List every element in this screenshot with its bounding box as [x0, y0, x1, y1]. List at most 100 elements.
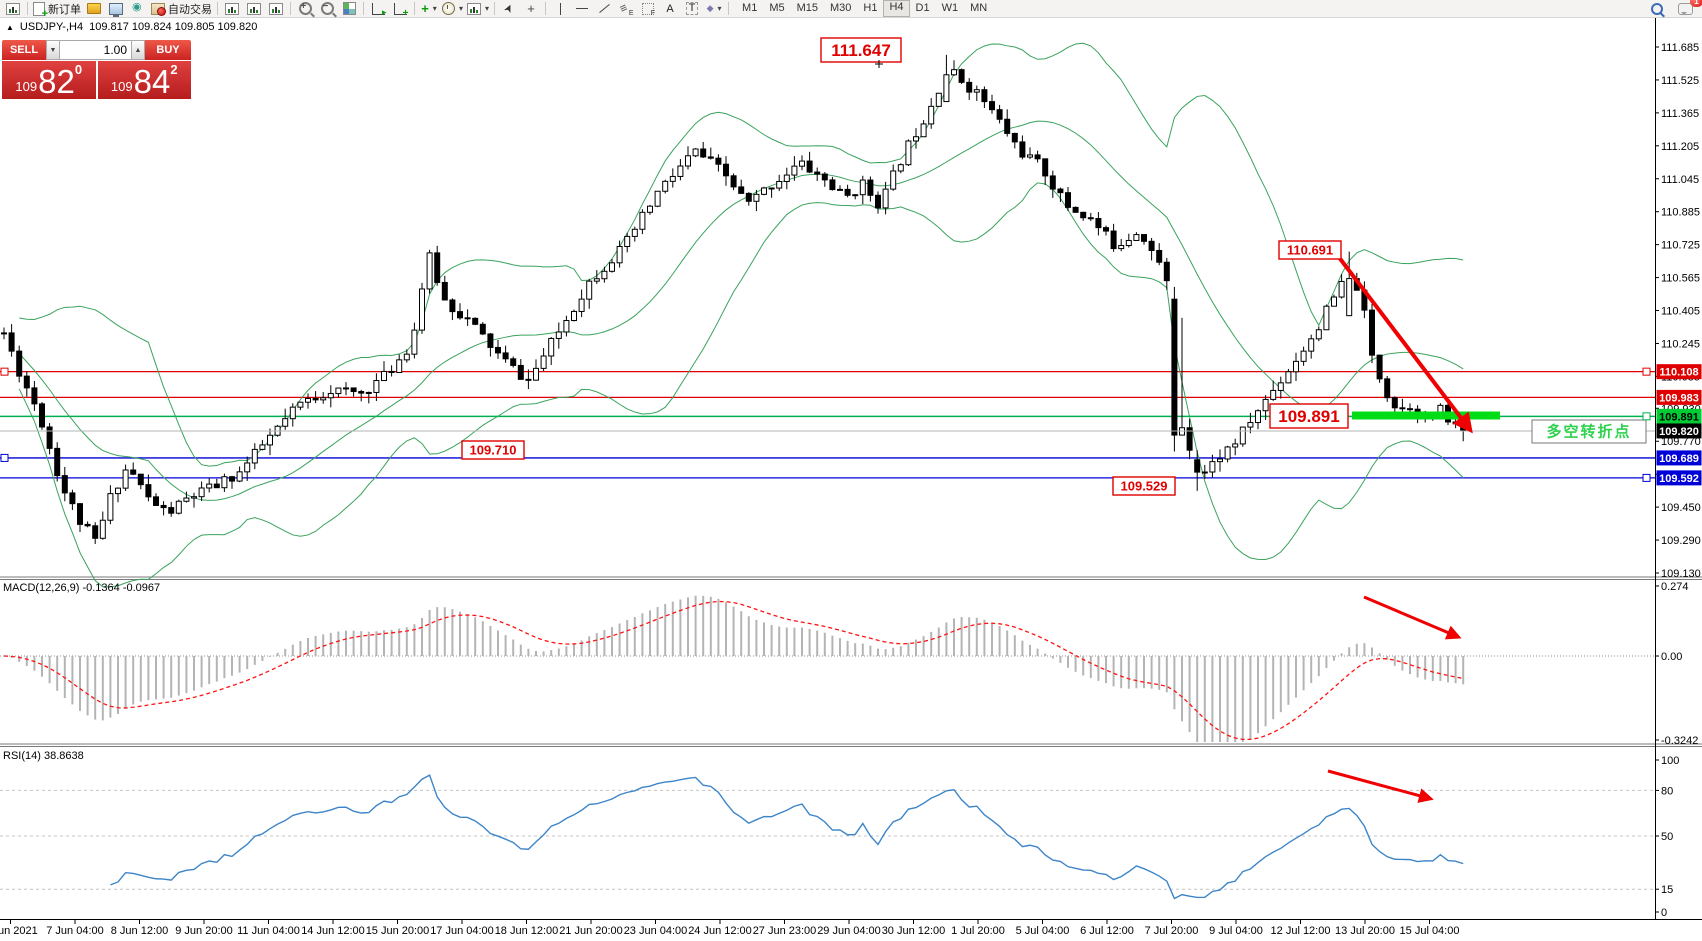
- level-handle[interactable]: [0, 453, 9, 462]
- symbol-quotes: 109.817 109.824 109.805 109.820: [89, 21, 258, 33]
- bar-chart-mode-button[interactable]: [221, 1, 243, 17]
- buy-price-big: 84: [133, 63, 171, 100]
- crosshair-tool-button[interactable]: +: [520, 1, 542, 17]
- candle-body: [327, 393, 334, 399]
- annotation-box-109.891[interactable]: [1269, 403, 1349, 429]
- time-axis-label: 9 Jun 20:00: [175, 925, 233, 937]
- candle-body: [1315, 329, 1322, 340]
- equidistant-channel-tool-button[interactable]: [637, 1, 659, 17]
- candle-body: [61, 475, 68, 494]
- price-tag-109.592[interactable]: [1656, 470, 1702, 486]
- toolbar-separator: [363, 2, 364, 15]
- text-tool-icon: A: [666, 2, 674, 15]
- green-highlight-bar[interactable]: [1352, 411, 1500, 420]
- terminal-button[interactable]: [105, 1, 127, 17]
- candle-body: [654, 190, 661, 207]
- annotation-box-109.710[interactable]: [461, 440, 525, 460]
- text-tool-button[interactable]: A: [659, 1, 681, 17]
- level-handle[interactable]: [0, 367, 9, 376]
- rsi-axis-label: 15: [1661, 884, 1673, 896]
- new-order-button[interactable]: 新订单: [31, 1, 83, 20]
- indicators-button[interactable]: + ▾: [418, 1, 440, 17]
- volume-decrease-button[interactable]: ▼: [46, 40, 60, 60]
- level-handle[interactable]: [1642, 367, 1651, 376]
- candle-body: [723, 163, 729, 177]
- auto-scroll-button[interactable]: [367, 1, 389, 18]
- candle-body: [160, 504, 167, 509]
- periods-button[interactable]: ▾: [440, 1, 465, 17]
- candle-body: [1163, 261, 1170, 282]
- note-box[interactable]: [1531, 419, 1647, 444]
- line-chart-mode-button[interactable]: [265, 1, 287, 17]
- autotrade-button[interactable]: 自动交易: [149, 1, 214, 17]
- timeframe-M30[interactable]: M30: [830, 2, 852, 14]
- toolbar-separator: [414, 2, 415, 15]
- templates-button[interactable]: ▾: [465, 1, 491, 17]
- vertical-line-tool-button[interactable]: [549, 1, 571, 17]
- time-axis-label: 13 Jul 20:00: [1335, 925, 1395, 937]
- macd-axis-label: 0.274: [1661, 581, 1689, 593]
- price-tag-109.891[interactable]: [1656, 408, 1702, 424]
- price-tag-110.108[interactable]: [1656, 364, 1702, 380]
- profiles-button[interactable]: [83, 1, 105, 17]
- arrows-tool-button[interactable]: ◆ ▾: [703, 1, 725, 17]
- volume-input[interactable]: 1.00: [60, 40, 131, 60]
- candle-chart-mode-button[interactable]: [243, 1, 265, 17]
- fibonacci-tool-button[interactable]: [615, 1, 637, 17]
- trend-arrow-3[interactable]: [1327, 769, 1434, 803]
- sell-price-display[interactable]: 109 82 0: [2, 61, 96, 99]
- annotation-box-111.647[interactable]: [820, 37, 902, 63]
- timeframe-D1[interactable]: D1: [915, 2, 930, 14]
- annotation-text-110.691: 110.691: [1287, 243, 1333, 258]
- candle-body: [761, 187, 767, 195]
- sell-button[interactable]: SELL: [2, 40, 46, 60]
- cursor-tool-button[interactable]: ➤: [498, 1, 520, 17]
- zoom-out-button[interactable]: [316, 1, 338, 17]
- channel-icon: [642, 2, 655, 17]
- zoom-in-button[interactable]: [294, 1, 316, 17]
- buy-button[interactable]: BUY: [145, 40, 191, 60]
- candle-body: [1095, 217, 1102, 229]
- tile-windows-button[interactable]: [338, 1, 360, 17]
- bollinger-lower-band: [18, 182, 1464, 588]
- trend-arrow-1[interactable]: [1336, 254, 1473, 434]
- trendline-tool-button[interactable]: [593, 1, 615, 17]
- symbol-bar[interactable]: ▲ USDJPY-,H4 109.817 109.824 109.805 109…: [6, 21, 257, 33]
- timeframe-M5[interactable]: M5: [769, 2, 785, 14]
- candle-body: [130, 469, 137, 475]
- candle-body: [449, 299, 456, 313]
- candle-body: [1338, 280, 1345, 298]
- price-tag-109.689[interactable]: [1656, 450, 1702, 466]
- timeframe-W1[interactable]: W1: [941, 2, 959, 14]
- candle-body: [966, 81, 973, 93]
- level-handle[interactable]: [1642, 473, 1651, 482]
- volume-increase-button[interactable]: ▲: [131, 40, 145, 60]
- template-icon: [467, 2, 482, 15]
- level-handle[interactable]: [1642, 412, 1651, 421]
- price-tag-109.983[interactable]: [1656, 389, 1702, 405]
- annotation-box-109.529[interactable]: [1112, 476, 1176, 496]
- candle-body: [502, 352, 509, 360]
- horizontal-line-tool-button[interactable]: [571, 1, 593, 17]
- timeframe-M1[interactable]: M1: [742, 2, 758, 14]
- text-label-tool-button[interactable]: T: [681, 1, 703, 17]
- annotation-box-110.691[interactable]: [1278, 240, 1342, 260]
- candle-body: [54, 447, 61, 477]
- buy-price-display[interactable]: 109 84 2: [97, 61, 191, 100]
- timeframe-M15[interactable]: M15: [796, 2, 818, 14]
- candle-body: [548, 337, 555, 357]
- trend-arrow-2[interactable]: [1363, 595, 1462, 640]
- timeframe-H4[interactable]: H4: [883, 0, 910, 17]
- timeframe-MN[interactable]: MN: [970, 2, 988, 14]
- notifications-button[interactable]: 1: [1674, 0, 1702, 17]
- signals-button[interactable]: [127, 0, 149, 17]
- candle-body: [1285, 371, 1292, 384]
- search-button[interactable]: [1646, 1, 1668, 17]
- chart-window-icon[interactable]: [2, 1, 24, 17]
- candle-body: [875, 194, 881, 209]
- candle-body: [1369, 309, 1375, 356]
- price-tag-109.820[interactable]: [1656, 423, 1702, 439]
- chart-shift-button[interactable]: [389, 1, 411, 19]
- timeframe-H1[interactable]: H1: [863, 2, 878, 14]
